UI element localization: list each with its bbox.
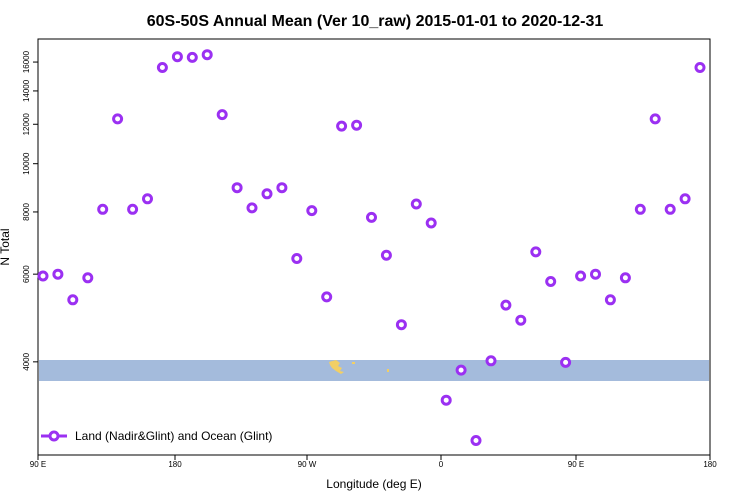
x-axis-label: Longitude (deg E) [326,477,421,491]
data-point [171,51,183,63]
data-point [530,246,542,258]
data-point [37,270,49,282]
chart-title: 60S-50S Annual Mean (Ver 10_raw) 2015-01… [147,13,604,30]
data-point [575,270,587,282]
data-point [604,294,616,306]
data-point [201,49,213,61]
land-patch [352,362,355,364]
land-patch [387,369,389,372]
data-point [455,364,467,376]
data-point [246,202,258,214]
land-patches [329,360,389,374]
data-point [500,299,512,311]
data-point [351,119,363,131]
legend-entry-label: Land (Nadir&Glint) and Ocean (Glint) [75,429,272,443]
data-point [560,356,572,368]
land-patch [329,360,344,374]
data-point [485,355,497,367]
data-point [619,272,631,284]
data-point [634,203,646,215]
data-point [590,268,601,280]
data-point [52,268,64,280]
y-tick-label: 16000 [22,50,31,73]
data-point [649,113,661,125]
data-point [380,249,392,261]
x-tick-label: 180 [168,460,182,469]
data-point [410,198,422,210]
data-point [82,272,94,284]
data-point [156,62,168,73]
data-points [37,49,706,446]
x-tick-label: 90 E [568,460,584,469]
plot-frame [37,38,711,456]
data-point [261,188,273,200]
data-point [321,291,333,303]
x-tick-label: 90 E [30,460,46,469]
data-point [186,51,198,63]
legend: Land (Nadir&Glint) and Ocean (Glint) [41,429,272,443]
latitude-band [39,360,709,381]
x-tick-label: 180 [703,460,717,469]
data-point [545,276,557,287]
data-point [515,314,527,326]
data-point [664,203,676,215]
data-point [306,205,318,217]
data-point [112,113,124,125]
data-point [679,193,691,205]
data-point [395,319,407,331]
y-tick-label: 6000 [22,265,31,283]
data-point [425,217,437,229]
data-point [67,294,79,306]
data-point [694,62,706,73]
data-point [142,193,153,205]
y-axis-label: N Total [0,228,12,265]
data-point [470,435,482,446]
data-point [127,203,139,215]
x-tick-label: 90 W [298,460,317,469]
data-point [440,394,452,406]
y-axis-ticks: 4000 6000 8000 10000 12000 14000 16000 [22,50,38,371]
y-tick-label: 8000 [22,202,31,220]
latitude-band-layer [39,360,709,381]
data-point [231,182,243,194]
x-tick-label: 0 [439,460,444,469]
data-point [336,120,348,132]
data-point [216,109,228,121]
y-tick-label: 4000 [22,352,31,370]
legend-marker-swatch [48,430,60,442]
y-tick-label: 12000 [22,113,31,136]
y-tick-label: 10000 [22,152,31,175]
data-point [97,203,109,215]
data-point [366,211,377,223]
data-point [291,253,303,264]
x-axis-ticks: 90 E 180 90 W 0 90 E 180 [30,455,717,469]
y-tick-label: 14000 [22,79,31,102]
data-point [276,182,288,194]
